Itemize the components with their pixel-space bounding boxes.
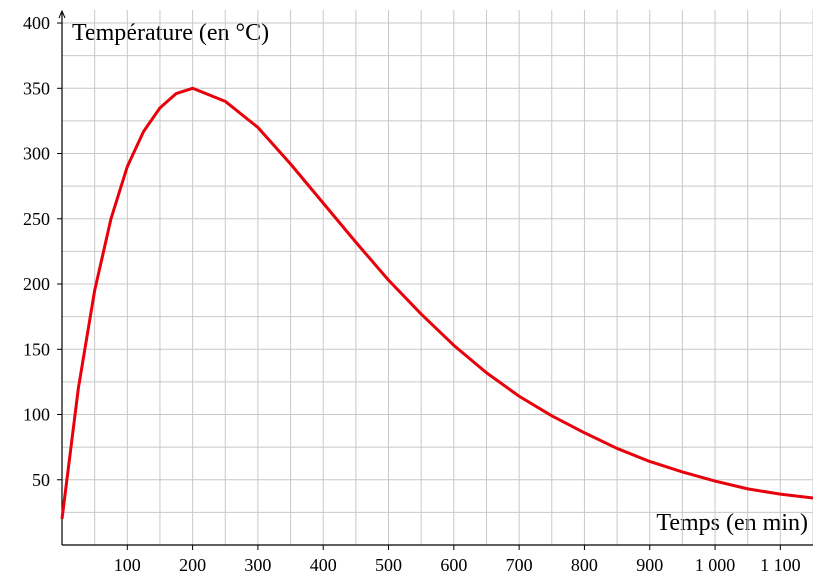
x-tick-label: 500 [375, 555, 402, 573]
line [60, 86, 813, 520]
y-tick-label: 100 [23, 405, 50, 425]
x-tick-label: 900 [636, 555, 663, 573]
y-tick-label: 200 [23, 274, 50, 294]
x-tick-label: 200 [179, 555, 206, 573]
x-tick-label: 1 100 [760, 555, 801, 573]
y-tick-label: 250 [23, 209, 50, 229]
x-tick-label: 400 [310, 555, 337, 573]
x-tick-label: 700 [506, 555, 533, 573]
x-tick-label: 100 [114, 555, 141, 573]
x-tick-label: 1 000 [695, 555, 736, 573]
y-tick-label: 350 [23, 78, 50, 98]
y-tick-label: 50 [32, 470, 50, 490]
y-tick-label: 400 [23, 13, 50, 33]
x-tick-label: 300 [244, 555, 271, 573]
x-axis-label: Temps (en min) [656, 510, 808, 536]
y-axis-arrow [58, 9, 66, 19]
y-tick-label: 150 [23, 339, 50, 359]
y-tick-label: 300 [23, 144, 50, 164]
x-tick-label: 600 [440, 555, 467, 573]
y-axis-label: Température (en °C) [72, 20, 269, 46]
x-tick-label: 800 [571, 555, 598, 573]
